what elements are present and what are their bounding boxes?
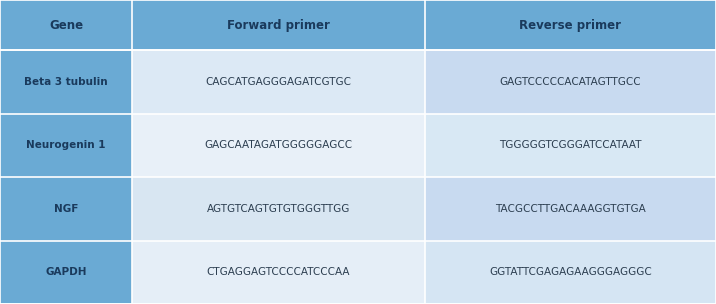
Text: GAGTCCCCCACATAGTTGCC: GAGTCCCCCACATAGTTGCC <box>500 77 641 87</box>
Bar <box>0 0 132 50</box>
Bar <box>425 50 716 114</box>
Text: Reverse primer: Reverse primer <box>519 19 621 32</box>
Text: CTGAGGAGTCCCCATCCCAA: CTGAGGAGTCCCCATCCCAA <box>207 267 350 277</box>
Bar <box>132 114 425 177</box>
Bar <box>0 177 132 240</box>
Text: GGTATTCGAGAGAAGGGAGGGC: GGTATTCGAGAGAAGGGAGGGC <box>489 267 652 277</box>
Bar <box>0 114 132 177</box>
Bar <box>132 0 425 50</box>
Text: NGF: NGF <box>54 204 79 214</box>
Text: GAGCAATAGATGGGGGAGCC: GAGCAATAGATGGGGGAGCC <box>205 140 352 150</box>
Text: Gene: Gene <box>49 19 83 32</box>
Bar <box>425 177 716 240</box>
Text: Neurogenin 1: Neurogenin 1 <box>26 140 106 150</box>
Bar <box>0 50 132 114</box>
Text: TGGGGGTCGGGATCCATAAT: TGGGGGTCGGGATCCATAAT <box>499 140 642 150</box>
Text: Beta 3 tubulin: Beta 3 tubulin <box>24 77 108 87</box>
Text: CAGCATGAGGGAGATCGTGC: CAGCATGAGGGAGATCGTGC <box>205 77 352 87</box>
Bar <box>132 50 425 114</box>
Bar <box>425 114 716 177</box>
Text: TACGCCTTGACAAAGGTGTGA: TACGCCTTGACAAAGGTGTGA <box>495 204 646 214</box>
Bar <box>425 0 716 50</box>
Bar <box>132 240 425 304</box>
Text: GAPDH: GAPDH <box>46 267 87 277</box>
Bar <box>0 240 132 304</box>
Text: AGTGTCAGTGTGTGGGTTGG: AGTGTCAGTGTGTGGGTTGG <box>207 204 350 214</box>
Bar <box>425 240 716 304</box>
Bar <box>132 177 425 240</box>
Text: Forward primer: Forward primer <box>227 19 330 32</box>
